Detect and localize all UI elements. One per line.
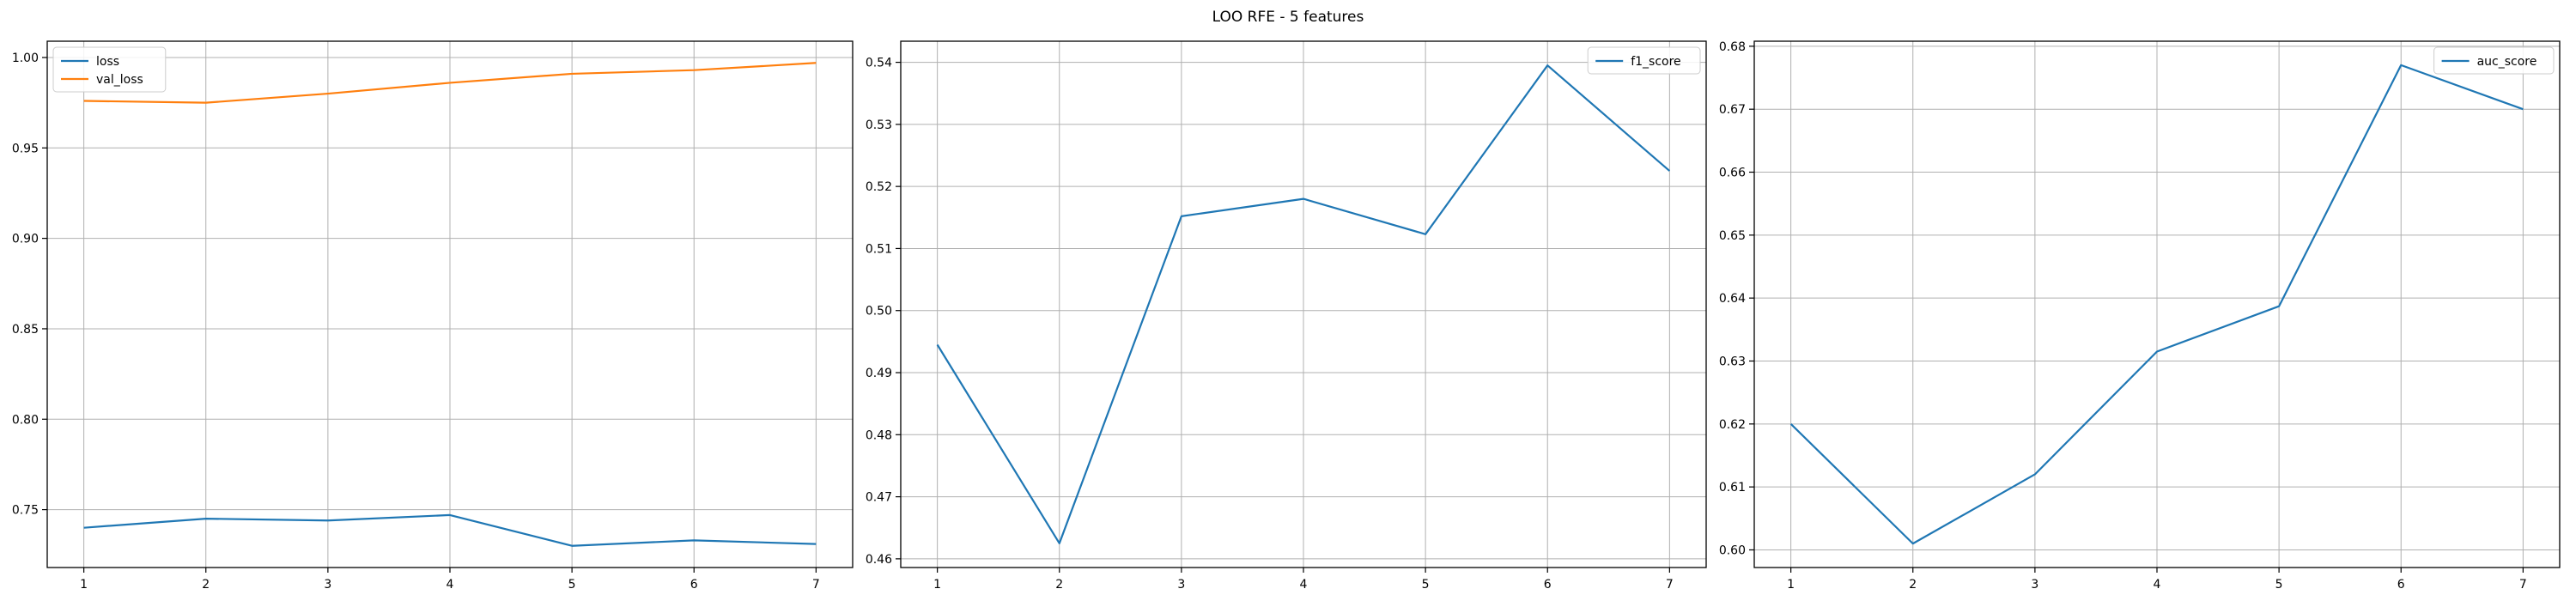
x-tick-label: 7 (812, 578, 820, 592)
legend-label: loss (96, 55, 119, 69)
legend-box (1587, 46, 1701, 75)
y-tick-label: 0.85 (12, 323, 39, 337)
series-line-f1-score (936, 64, 1671, 544)
y-tick-label: 0.66 (1719, 167, 1746, 180)
x-tick-label: 6 (1544, 578, 1552, 592)
y-tick-label: 0.54 (866, 57, 892, 70)
axes-frame (900, 40, 1707, 568)
y-tick-label: 0.46 (866, 553, 892, 567)
x-tick-label: 6 (690, 578, 698, 592)
x-tick-label: 6 (2397, 578, 2405, 592)
y-tick-label: 0.62 (1719, 418, 1746, 432)
y-tick-label: 0.65 (1719, 229, 1746, 243)
subplot-f1-score: 1 2 3 4 5 6 7 0.46 0.47 0.48 0.49 0.50 0.51 0.52 0.53 0… (866, 40, 1707, 592)
y-tick-label: 0.68 (1719, 40, 1746, 54)
legend-box (2433, 46, 2555, 75)
x-tick-label: 4 (2154, 578, 2161, 592)
x-tick-label: 3 (324, 578, 331, 592)
axes-frame (46, 40, 854, 568)
x-tick-label: 3 (2031, 578, 2038, 592)
y-tick-label: 0.50 (866, 305, 892, 319)
x-tick-label: 4 (447, 578, 454, 592)
x-tick-label: 7 (2519, 578, 2527, 592)
y-tick-label: 0.80 (12, 413, 39, 427)
subplot-loss: 1 2 3 4 5 6 7 0.75 0.80 0.85 0.90 0.95 1.00 loss val_l… (12, 40, 854, 592)
y-tick-label: 0.67 (1719, 103, 1746, 117)
x-tick-label: 2 (1055, 578, 1063, 592)
x-tick-label: 2 (1909, 578, 1917, 592)
x-tick-label: 5 (2275, 578, 2283, 592)
y-tick-label: 0.90 (12, 233, 39, 246)
series-line-auc-score (1789, 64, 2524, 545)
x-tick-label: 5 (1422, 578, 1430, 592)
x-tick-label: 5 (568, 578, 576, 592)
x-tick-label: 1 (80, 578, 88, 592)
series-line-val-loss (83, 62, 817, 104)
x-tick-label: 1 (933, 578, 941, 592)
y-tick-label: 0.53 (866, 118, 892, 132)
y-tick-label: 0.61 (1719, 481, 1746, 495)
subplot-auc-score: 1 2 3 4 5 6 7 0.60 0.61 0.62 0.63 0.64 0.65 0.66 0.67 0… (1719, 40, 2561, 592)
legend: auc_score (2433, 46, 2555, 75)
legend-label: f1_score (1631, 55, 1680, 69)
series-line-loss (83, 513, 817, 547)
figure-title: LOO RFE - 5 features (1212, 9, 1364, 26)
y-tick-label: 0.47 (866, 491, 892, 505)
legend-label: auc_score (2477, 55, 2537, 69)
x-tick-label: 3 (1177, 578, 1185, 592)
legend-box (52, 46, 167, 93)
y-tick-label: 0.52 (866, 180, 892, 194)
y-tick-label: 0.63 (1719, 355, 1746, 368)
y-tick-label: 0.75 (12, 504, 39, 518)
legend: loss val_loss (52, 46, 167, 93)
x-tick-label: 1 (1787, 578, 1795, 592)
x-tick-label: 7 (1666, 578, 1674, 592)
y-tick-label: 0.48 (866, 428, 892, 442)
y-tick-label: 0.51 (866, 242, 892, 256)
y-tick-label: 0.49 (866, 367, 892, 380)
y-tick-label: 0.64 (1719, 292, 1746, 306)
x-tick-label: 4 (1300, 578, 1308, 592)
legend-label: val_loss (96, 73, 143, 87)
axes-frame (1753, 40, 2561, 568)
y-tick-label: 0.95 (12, 142, 39, 155)
y-tick-label: 0.60 (1719, 543, 1746, 557)
y-tick-label: 1.00 (12, 52, 39, 65)
x-tick-label: 2 (202, 578, 210, 592)
legend: f1_score (1587, 46, 1701, 75)
